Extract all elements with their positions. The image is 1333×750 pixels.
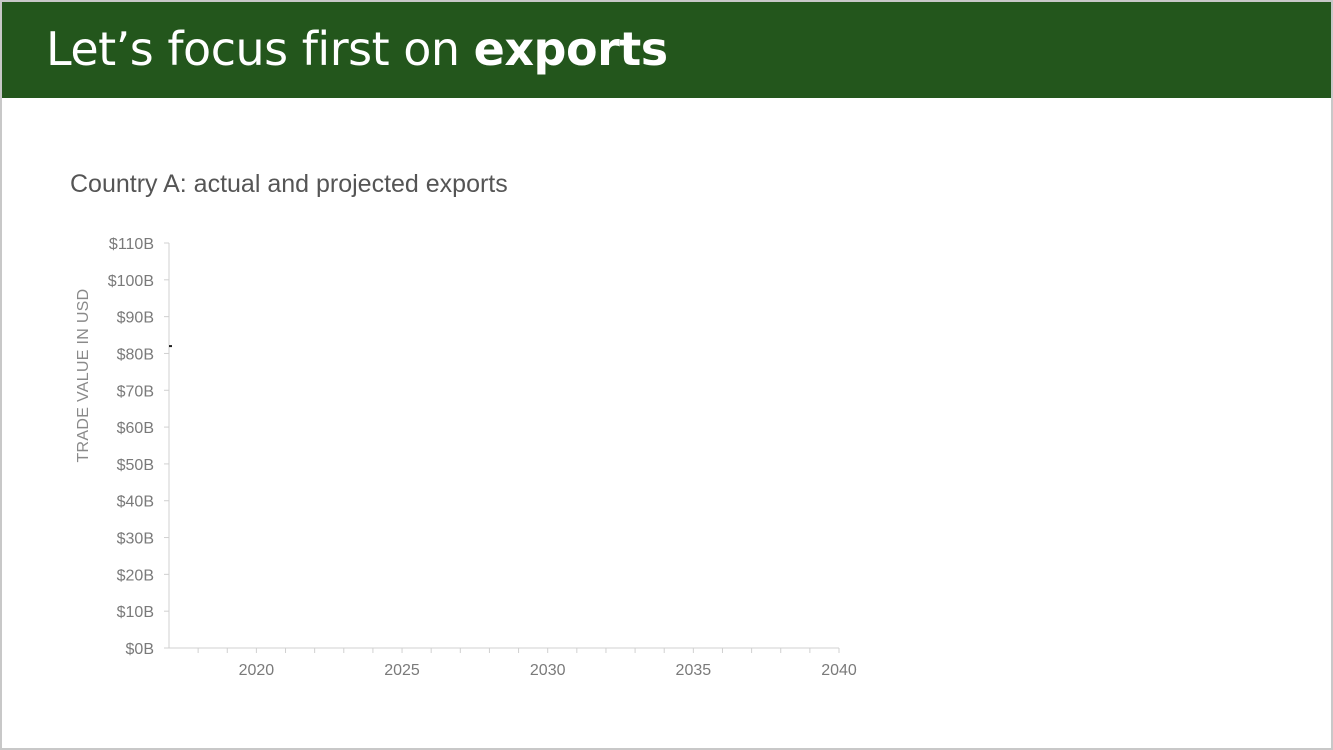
chart-title: Country A: actual and projected exports: [70, 170, 508, 198]
y-tick-label: $20B: [117, 567, 154, 584]
slide-title-bold: exports: [473, 22, 668, 76]
y-tick-label: $80B: [117, 346, 154, 363]
y-tick-label: $70B: [117, 383, 154, 400]
x-tick-label: 2030: [530, 662, 566, 679]
y-tick-label: $90B: [117, 310, 154, 327]
y-tick-label: $100B: [108, 273, 154, 290]
y-tick-label: $50B: [117, 457, 154, 474]
y-tick-label: $60B: [117, 420, 154, 437]
header-banner: Let’s focus first on exports: [2, 2, 1331, 98]
y-axis-title: TRADE VALUE IN USD: [75, 288, 92, 462]
y-axis: $0B $10B $20B $30B $40B $50B $60B $70B $80B $90B $…: [108, 236, 170, 658]
y-tick-label: $30B: [117, 531, 154, 548]
x-tick-label: 2025: [384, 662, 420, 679]
y-tick-label: $40B: [117, 494, 154, 511]
slide-title-light: Let’s focus first on: [46, 22, 474, 76]
x-axis: 2020 2025 2030 2035 2040: [169, 647, 857, 679]
x-tick-label: 2020: [239, 662, 275, 679]
y-tick-label: $10B: [117, 604, 154, 621]
x-tick-label: 2035: [676, 662, 712, 679]
y-tick-label: $0B: [126, 641, 154, 658]
x-tick-label: 2040: [821, 662, 857, 679]
y-tick-label: $110B: [109, 236, 154, 253]
slide-title: Let’s focus first on exports: [46, 20, 668, 78]
